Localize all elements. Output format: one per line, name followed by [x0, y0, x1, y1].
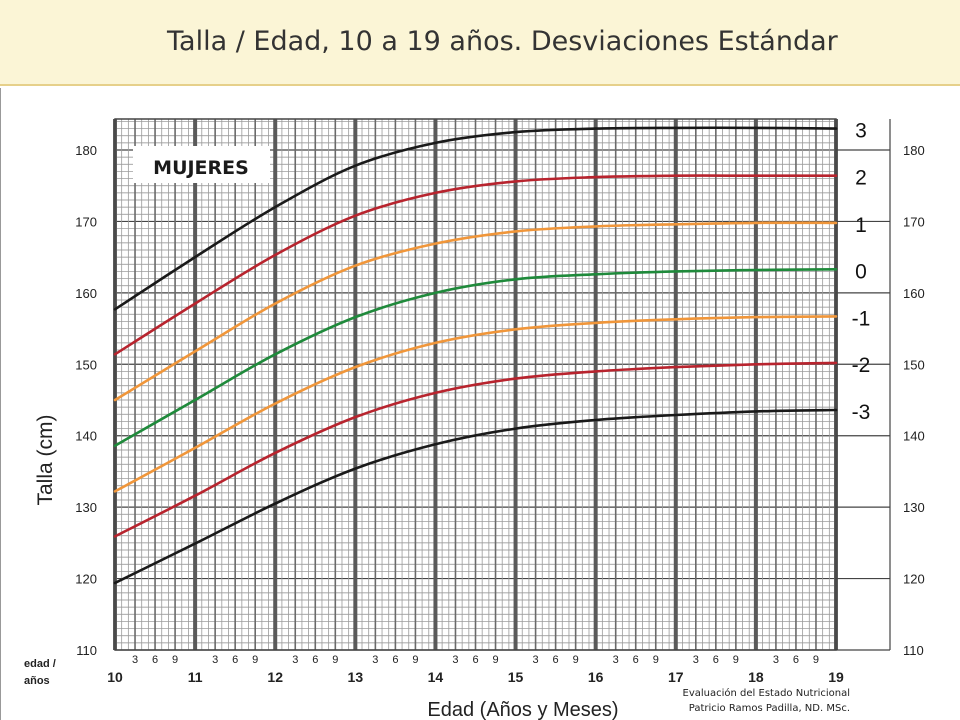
- subtitle-box: [133, 146, 270, 183]
- x-tick-label: 19: [828, 669, 844, 685]
- x-month-label: 6: [472, 654, 478, 666]
- y-tick-label-left: 130: [75, 500, 97, 515]
- series-label-1: 1: [855, 214, 867, 237]
- x-month-label: 9: [332, 654, 338, 666]
- x-month-label: 6: [713, 654, 719, 666]
- x-month-label: 3: [613, 654, 619, 666]
- y-axis-label: Talla (cm): [34, 414, 57, 505]
- left-divider: [0, 88, 1, 720]
- y-tick-label-right: 110: [903, 643, 924, 658]
- series-label--1: -1: [852, 307, 871, 330]
- series-line--3: [113, 408, 838, 585]
- chart-subtitle: MUJERES: [153, 157, 249, 179]
- x-tick-label: 11: [188, 669, 203, 685]
- y-tick-label-right: 150: [903, 357, 925, 372]
- corner-label-line-1: edad /: [24, 658, 56, 670]
- y-tick-label-right: 130: [903, 500, 925, 515]
- x-tick-label: 18: [748, 669, 764, 685]
- x-month-label: 6: [312, 654, 318, 666]
- x-month-label: 9: [172, 654, 178, 666]
- series-label--2: -2: [852, 354, 871, 377]
- credit-line-1: Evaluación del Estado Nutricional: [682, 688, 850, 699]
- x-month-label: 6: [553, 654, 559, 666]
- x-month-label: 3: [292, 654, 298, 666]
- series-line-2: [113, 174, 838, 356]
- x-month-label: 6: [392, 654, 398, 666]
- corner-label-line-2: años: [24, 675, 50, 687]
- x-month-label: 3: [693, 654, 699, 666]
- x-month-label: 9: [412, 654, 418, 666]
- series-line--1: [113, 315, 838, 493]
- x-month-label: 3: [452, 654, 458, 666]
- series-line-3: [113, 126, 838, 311]
- x-month-label: 6: [152, 654, 158, 666]
- series-line--2: [113, 361, 838, 538]
- y-tick-label-left: 120: [75, 572, 97, 587]
- x-axis-label: Edad (Años y Meses): [427, 699, 618, 720]
- y-tick-label-left: 110: [76, 643, 97, 658]
- x-tick-label: 15: [508, 669, 524, 685]
- y-tick-label-left: 150: [75, 357, 97, 372]
- credit-line-2: Patricio Ramos Padilla, ND. MSc.: [688, 703, 850, 714]
- x-month-label: 3: [132, 654, 138, 666]
- x-month-label: 3: [212, 654, 218, 666]
- series-label-3: 3: [855, 120, 867, 143]
- series-label-2: 2: [855, 167, 867, 190]
- x-month-label: 6: [793, 654, 799, 666]
- x-month-label: 9: [813, 654, 819, 666]
- x-month-label: 3: [533, 654, 539, 666]
- y-tick-label-right: 140: [903, 429, 925, 444]
- series-line-0: [113, 268, 838, 447]
- credit-note: Evaluación del Estado Nutricional Patric…: [660, 686, 850, 716]
- x-month-label: 6: [633, 654, 639, 666]
- x-month-label: 9: [733, 654, 739, 666]
- y-tick-label-right: 170: [903, 214, 925, 229]
- x-month-label: 3: [773, 654, 779, 666]
- page-title: Talla / Edad, 10 a 19 años. Desviaciones…: [167, 26, 838, 57]
- y-tick-label-right: 120: [903, 572, 925, 587]
- y-tick-label-right: 180: [903, 143, 925, 158]
- y-tick-label-left: 140: [75, 429, 97, 444]
- y-tick-label-left: 170: [75, 214, 97, 229]
- x-tick-label: 10: [107, 669, 123, 685]
- x-month-label: 9: [252, 654, 258, 666]
- x-tick-label: 13: [348, 669, 364, 685]
- series-label-0: 0: [855, 260, 867, 283]
- x-month-label: 9: [573, 654, 579, 666]
- x-tick-label: 16: [588, 669, 604, 685]
- grid-lines: [113, 118, 891, 651]
- series-line-1: [113, 221, 838, 402]
- x-tick-label: 14: [428, 669, 444, 685]
- x-month-label: 9: [492, 654, 498, 666]
- x-month-label: 6: [232, 654, 238, 666]
- y-tick-label-left: 180: [75, 143, 97, 158]
- x-month-label: 3: [372, 654, 378, 666]
- y-tick-label-right: 160: [903, 286, 925, 301]
- y-tick-label-left: 160: [75, 286, 97, 301]
- x-tick-label: 12: [267, 669, 283, 685]
- x-month-label: 9: [653, 654, 659, 666]
- series-label--3: -3: [852, 401, 871, 424]
- x-tick-label: 17: [668, 669, 684, 685]
- title-banner: Talla / Edad, 10 a 19 años. Desviaciones…: [0, 0, 960, 86]
- plot-frame: [114, 118, 837, 651]
